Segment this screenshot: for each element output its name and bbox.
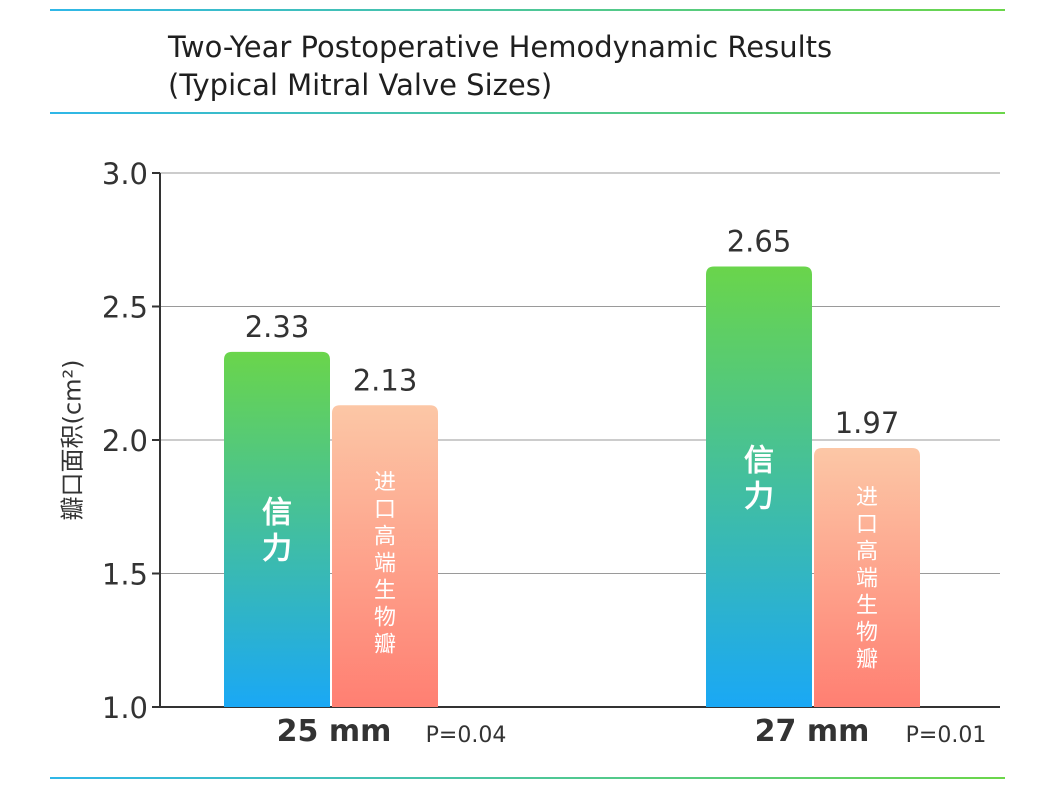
data-label: 2.13 xyxy=(353,363,418,397)
bar-series-label: 信力 xyxy=(744,444,774,515)
bar-series-label: 信力 xyxy=(262,496,292,567)
title-line-2: (Typical Mitral Valve Sizes) xyxy=(168,68,553,102)
bar xyxy=(224,351,330,707)
title-divider xyxy=(50,112,1005,114)
x-tick-label: 27 mm xyxy=(755,714,870,749)
title-line-1: Two-Year Postoperative Hemodynamic Resul… xyxy=(168,30,833,64)
data-label: 2.33 xyxy=(245,310,310,344)
y-tick-label: 2.0 xyxy=(102,424,148,458)
y-tick-label: 3.0 xyxy=(102,157,148,191)
data-label: 1.97 xyxy=(835,406,900,440)
bar-series-label: 进口高端生物瓣 xyxy=(856,486,878,673)
bottom-divider xyxy=(50,777,1005,779)
top-divider xyxy=(50,9,1005,11)
data-label: 2.65 xyxy=(727,224,792,258)
bar xyxy=(332,405,438,707)
p-value-label: P=0.04 xyxy=(426,723,507,748)
p-value-label: P=0.01 xyxy=(906,723,987,748)
chart-title: Two-Year Postoperative Hemodynamic Resul… xyxy=(168,28,832,104)
y-tick-label: 1.0 xyxy=(102,691,148,725)
bar xyxy=(706,266,812,707)
y-tick-label: 1.5 xyxy=(102,558,148,592)
bar-series-label: 进口高端生物瓣 xyxy=(374,471,396,658)
y-tick-label: 2.5 xyxy=(102,291,148,325)
bar xyxy=(814,448,920,707)
x-tick-label: 25 mm xyxy=(277,714,392,749)
